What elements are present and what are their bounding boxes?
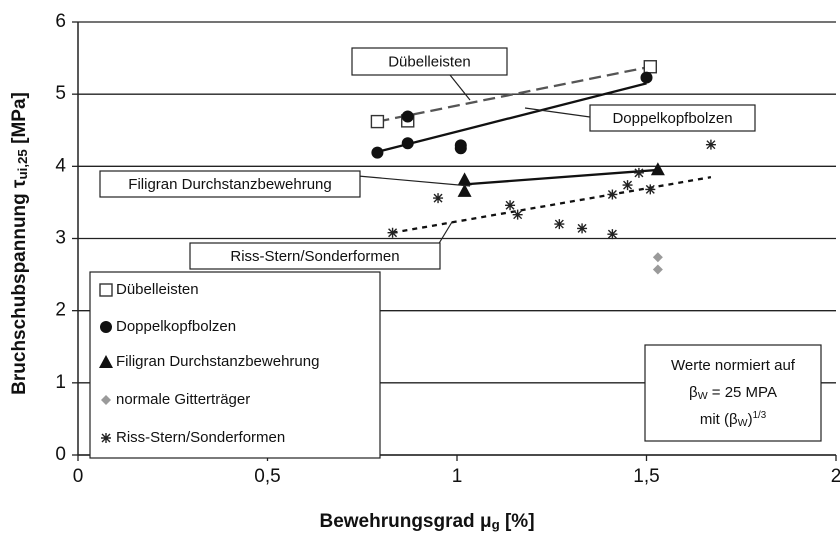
asterisk-marker [607, 229, 618, 240]
text-part: β [689, 384, 698, 401]
x-tick-label: 0 [73, 466, 84, 487]
annotation: Filigran Durchstanzbewehrung [128, 176, 331, 193]
y-tick-label: 3 [55, 228, 66, 249]
asterisk-marker [645, 184, 656, 195]
annotation-box [589, 104, 756, 132]
legend-label: Dübelleisten [116, 281, 199, 298]
square-marker [99, 283, 113, 297]
y-tick-label: 5 [55, 83, 66, 104]
x-tick-label: 1,5 [633, 466, 659, 487]
text-part: mit (β [700, 411, 738, 428]
note-line: mit (βW)1/3 [700, 410, 766, 428]
y-tick-label: 2 [55, 300, 66, 321]
annotation-box [189, 242, 441, 270]
triangle-marker [457, 183, 472, 197]
asterisk-marker [607, 189, 618, 200]
text-part: ) [748, 411, 753, 428]
circle-marker [401, 110, 414, 123]
triangle-marker [457, 172, 472, 186]
subscript: g [492, 517, 500, 532]
annotation-leader [449, 74, 471, 101]
trend-line [377, 82, 647, 154]
text-part: [MPa] [9, 92, 30, 149]
circle-marker [454, 139, 467, 152]
triangle-marker [650, 162, 665, 176]
legend-label: Doppelkopfbolzen [116, 318, 236, 335]
asterisk-marker [705, 139, 716, 150]
asterisk-marker [433, 193, 444, 204]
text-part: Werte normiert auf [671, 357, 796, 374]
asterisk-marker [101, 433, 111, 443]
note-line: Werte normiert auf [671, 357, 796, 374]
asterisk-marker [512, 209, 523, 220]
asterisk-marker [554, 219, 565, 230]
square-marker [370, 114, 385, 129]
legend-box [89, 271, 381, 459]
annotation-leader [524, 107, 591, 118]
y-tick-label: 1 [55, 372, 66, 393]
annotation-leader [437, 221, 453, 246]
diamond-marker [652, 264, 663, 275]
y-tick-label: 6 [55, 11, 66, 32]
circle-marker [371, 146, 384, 159]
text-part: Bewehrungsgrad μ [319, 511, 491, 532]
square-marker [643, 60, 657, 74]
asterisk-marker [387, 227, 398, 238]
diamond-marker [101, 395, 111, 405]
trend-line [377, 65, 651, 123]
y-tick-label: 0 [55, 444, 66, 465]
legend-label: Riss-Stern/Sonderformen [116, 429, 285, 446]
legend-label: Filigran Durchstanzbewehrung [116, 353, 319, 370]
subscript: W [738, 417, 748, 429]
legend-label: normale Gitterträger [116, 391, 250, 408]
asterisk-marker [577, 223, 588, 234]
circle-marker [100, 321, 112, 333]
asterisk-marker [633, 167, 644, 178]
annotation: Dübelleisten [388, 53, 471, 70]
annotation: Doppelkopfbolzen [612, 110, 732, 127]
annotation: Riss-Stern/Sonderformen [230, 248, 399, 265]
annotation-box [351, 47, 508, 76]
text-part: Bruchschubspannung τ [9, 179, 30, 395]
text-part: [%] [500, 511, 535, 532]
subscript: W [698, 390, 708, 402]
asterisk-marker [622, 180, 633, 191]
annotation-box [99, 170, 361, 198]
asterisk-marker [505, 200, 516, 211]
triangle-marker [99, 355, 113, 368]
text-part: = 25 MPA [708, 384, 777, 401]
x-tick-label: 2 [831, 466, 840, 487]
subscript: ui,25 [15, 149, 30, 180]
note-line: βW = 25 MPA [689, 384, 777, 402]
annotation-leader [357, 175, 471, 187]
circle-marker [640, 71, 653, 84]
trend-line [464, 168, 658, 186]
circle-marker [401, 137, 414, 150]
x-tick-label: 1 [452, 466, 463, 487]
x-axis-label: Bewehrungsgrad μg [%] [319, 511, 534, 532]
trend-line [392, 176, 712, 234]
note-box [644, 344, 822, 442]
x-tick-label: 0,5 [254, 466, 280, 487]
diamond-marker [652, 252, 663, 263]
y-axis-label: Bruchschubspannung τui,25 [MPa] [9, 92, 30, 395]
superscript: 1/3 [753, 410, 767, 421]
y-tick-label: 4 [55, 155, 66, 176]
